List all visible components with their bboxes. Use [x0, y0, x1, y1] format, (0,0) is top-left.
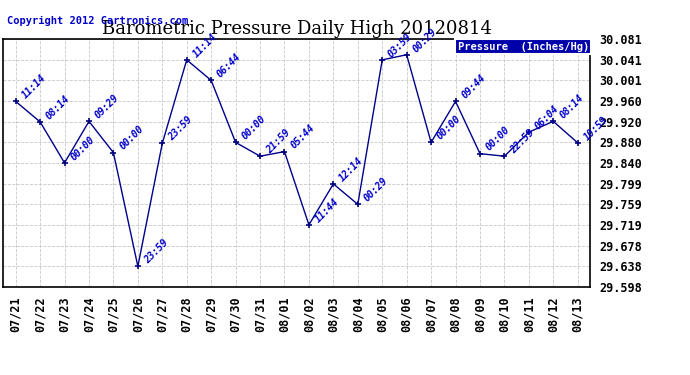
Text: 22:59: 22:59 — [509, 128, 536, 155]
Text: 10:59: 10:59 — [582, 114, 610, 142]
Text: 00:29: 00:29 — [411, 26, 439, 54]
Text: 21:59: 21:59 — [264, 128, 292, 155]
Text: 23:59: 23:59 — [166, 115, 195, 142]
Text: 11:14: 11:14 — [20, 73, 48, 100]
Text: 00:00: 00:00 — [435, 114, 463, 142]
Text: 09:29: 09:29 — [93, 93, 121, 121]
Title: Barometric Pressure Daily High 20120814: Barometric Pressure Daily High 20120814 — [101, 20, 492, 38]
Text: 11:44: 11:44 — [313, 196, 341, 224]
Text: 00:00: 00:00 — [239, 114, 268, 142]
Text: 09:44: 09:44 — [460, 73, 488, 100]
Text: 05:44: 05:44 — [288, 123, 317, 151]
Text: 11:14: 11:14 — [191, 31, 219, 59]
Text: 00:00: 00:00 — [117, 124, 146, 152]
Text: 06:44: 06:44 — [215, 52, 243, 80]
Text: 03:59: 03:59 — [386, 31, 414, 59]
Text: Copyright 2012 Cartronics.com: Copyright 2012 Cartronics.com — [7, 16, 188, 26]
Text: 12:14: 12:14 — [337, 155, 366, 183]
Text: 00:29: 00:29 — [362, 176, 390, 204]
Text: 00:00: 00:00 — [484, 125, 512, 153]
Text: 08:14: 08:14 — [44, 93, 72, 121]
Text: 08:14: 08:14 — [558, 93, 585, 121]
Text: 06:04: 06:04 — [533, 104, 561, 131]
Text: 00:00: 00:00 — [69, 134, 97, 162]
Text: Pressure  (Inches/Hg): Pressure (Inches/Hg) — [457, 42, 589, 52]
Text: 23:59: 23:59 — [142, 238, 170, 266]
